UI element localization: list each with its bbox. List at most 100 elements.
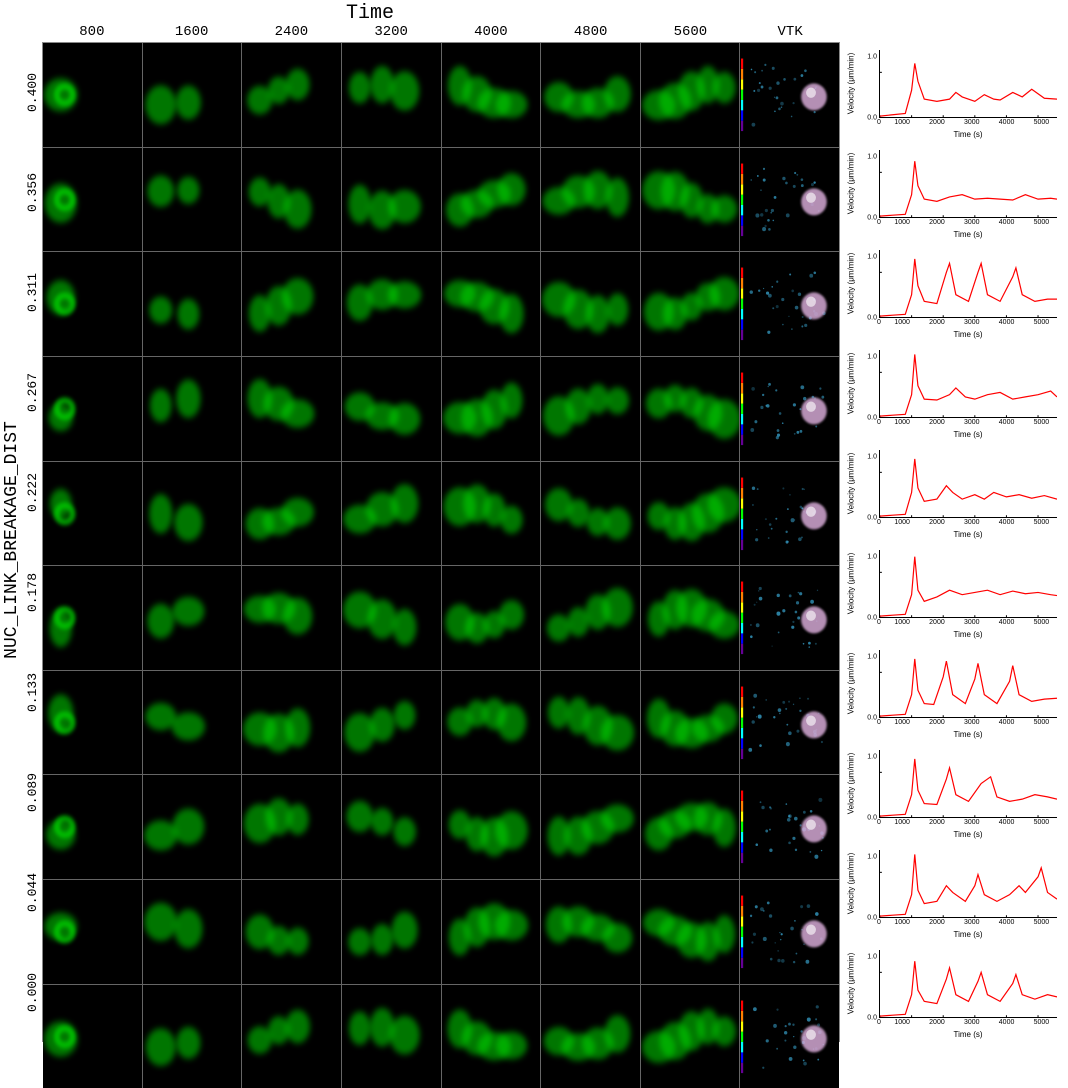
sim-cell — [342, 148, 442, 252]
sim-cell — [541, 357, 641, 461]
sim-cell — [442, 462, 542, 566]
grid-row — [43, 566, 839, 671]
grid-row — [43, 462, 839, 567]
plot-ylabel: Velocity (μm/min) — [845, 442, 857, 524]
velocity-plot: Velocity (μm/min)0.01.001000200030004000… — [845, 842, 1063, 942]
plot-xlabel: Time (s) — [879, 430, 1057, 439]
plot-area — [879, 550, 1057, 618]
plot-area — [879, 150, 1057, 218]
sim-cell — [43, 671, 143, 775]
sim-cell — [442, 357, 542, 461]
row-label: 0.000 — [22, 942, 42, 1042]
plot-ylabel: Velocity (μm/min) — [845, 242, 857, 324]
vtk-cell — [740, 880, 839, 984]
plot-xlabel: Time (s) — [879, 1030, 1057, 1039]
velocity-plot: Velocity (μm/min)0.01.001000200030004000… — [845, 542, 1063, 642]
velocity-plot: Velocity (μm/min)0.01.001000200030004000… — [845, 142, 1063, 242]
plot-ylabel: Velocity (μm/min) — [845, 42, 857, 124]
sim-cell — [342, 252, 442, 356]
sim-cell — [242, 43, 342, 147]
plot-xticks: 010002000300040005000 — [879, 219, 1057, 229]
plot-ylabel: Velocity (μm/min) — [845, 742, 857, 824]
grid-row — [43, 671, 839, 776]
plot-xlabel: Time (s) — [879, 330, 1057, 339]
vtk-cell — [740, 252, 839, 356]
plot-ylabel: Velocity (μm/min) — [845, 342, 857, 424]
column-headers: 800160024003200400048005600VTK — [42, 24, 840, 40]
sim-cell — [342, 43, 442, 147]
sim-cell — [242, 148, 342, 252]
plot-area — [879, 450, 1057, 518]
plot-yticks: 0.01.0 — [859, 150, 877, 218]
sim-cell — [342, 880, 442, 984]
plot-xlabel: Time (s) — [879, 530, 1057, 539]
plot-ylabel: Velocity (μm/min) — [845, 642, 857, 724]
sim-cell — [143, 566, 243, 670]
grid-row — [43, 775, 839, 880]
sim-cell — [442, 43, 542, 147]
grid-row — [43, 357, 839, 462]
plot-yticks: 0.01.0 — [859, 450, 877, 518]
plot-yticks: 0.01.0 — [859, 50, 877, 118]
sim-cell — [242, 671, 342, 775]
sim-cell — [43, 880, 143, 984]
sim-cell — [641, 43, 741, 147]
plot-xticks: 010002000300040005000 — [879, 1019, 1057, 1029]
plot-area — [879, 350, 1057, 418]
plot-area — [879, 950, 1057, 1018]
sim-cell — [442, 566, 542, 670]
sim-cell — [541, 566, 641, 670]
vtk-cell — [740, 775, 839, 879]
sim-cell — [342, 357, 442, 461]
plot-ylabel: Velocity (μm/min) — [845, 842, 857, 924]
sim-cell — [641, 462, 741, 566]
plot-ylabel: Velocity (μm/min) — [845, 542, 857, 624]
sim-cell — [242, 462, 342, 566]
sim-cell — [541, 148, 641, 252]
sim-cell — [242, 985, 342, 1088]
vtk-cell — [740, 462, 839, 566]
sim-cell — [641, 357, 741, 461]
plot-xlabel: Time (s) — [879, 230, 1057, 239]
sim-cell — [143, 671, 243, 775]
column-header: 4800 — [541, 24, 641, 40]
sim-cell — [342, 985, 442, 1088]
column-header: 5600 — [641, 24, 741, 40]
plot-xticks: 010002000300040005000 — [879, 119, 1057, 129]
sim-cell — [541, 671, 641, 775]
sim-cell — [442, 985, 542, 1088]
row-label: 0.133 — [22, 642, 42, 742]
sim-cell — [442, 148, 542, 252]
sim-cell — [43, 566, 143, 670]
sim-cell — [143, 462, 243, 566]
plot-xticks: 010002000300040005000 — [879, 719, 1057, 729]
row-label: 0.222 — [22, 442, 42, 542]
velocity-plot: Velocity (μm/min)0.01.001000200030004000… — [845, 42, 1063, 142]
figure-panel: Time 800160024003200400048005600VTK NUC_… — [0, 0, 1068, 1052]
vtk-cell — [740, 985, 839, 1088]
vtk-cell — [740, 148, 839, 252]
velocity-plot: Velocity (μm/min)0.01.001000200030004000… — [845, 742, 1063, 842]
plot-area — [879, 50, 1057, 118]
row-label: 0.311 — [22, 242, 42, 342]
column-header: 800 — [42, 24, 142, 40]
plot-yticks: 0.01.0 — [859, 950, 877, 1018]
row-label: 0.178 — [22, 542, 42, 642]
sim-cell — [43, 462, 143, 566]
plot-ylabel: Velocity (μm/min) — [845, 942, 857, 1024]
column-header: 4000 — [441, 24, 541, 40]
plot-yticks: 0.01.0 — [859, 350, 877, 418]
grid-row — [43, 43, 839, 148]
sim-cell — [342, 775, 442, 879]
plot-ylabel: Velocity (μm/min) — [845, 142, 857, 224]
sim-cell — [541, 775, 641, 879]
sim-cell — [43, 252, 143, 356]
vtk-cell — [740, 357, 839, 461]
sim-cell — [143, 252, 243, 356]
grid-row — [43, 985, 839, 1088]
row-label: 0.267 — [22, 342, 42, 442]
sim-cell — [641, 880, 741, 984]
sim-cell — [442, 775, 542, 879]
row-label: 0.400 — [22, 42, 42, 142]
sim-cell — [641, 566, 741, 670]
